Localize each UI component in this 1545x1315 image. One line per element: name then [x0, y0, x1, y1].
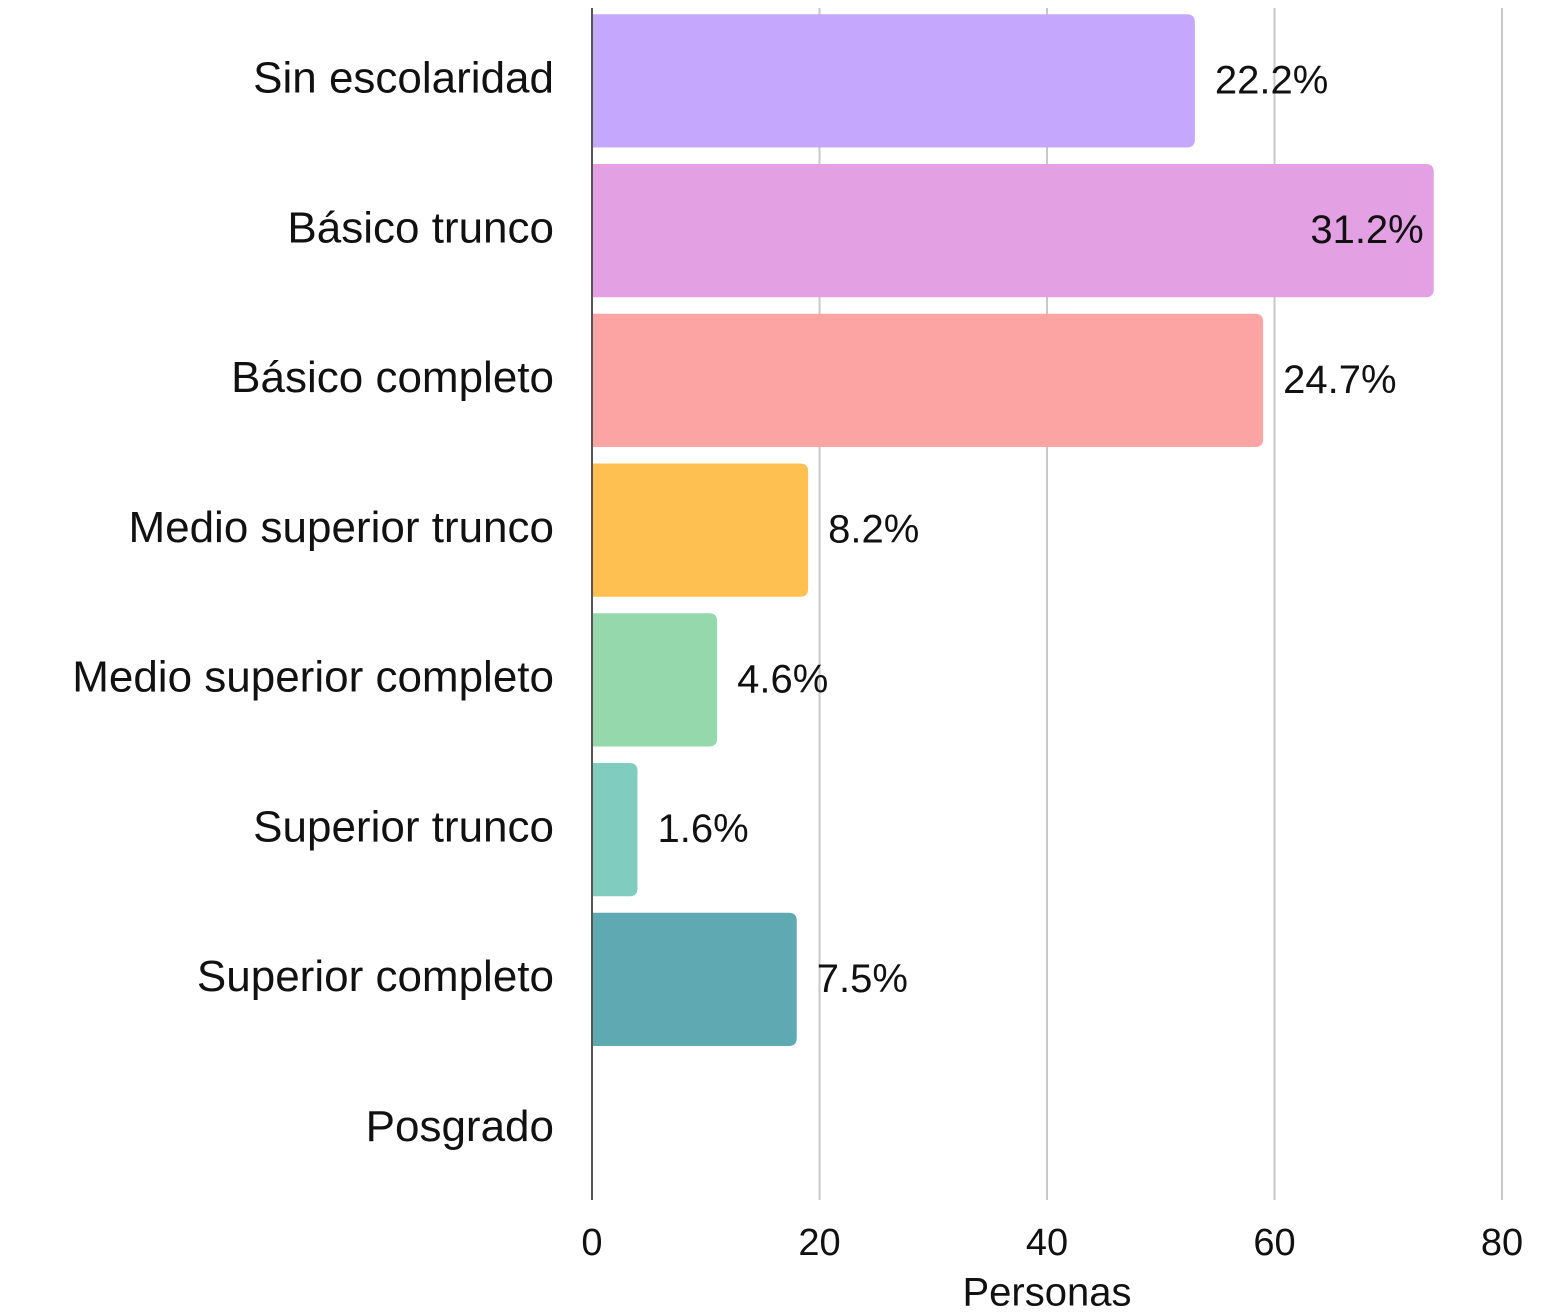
x-tick-label: 20 — [798, 1222, 840, 1264]
y-tick-label: Medio superior completo — [72, 653, 554, 702]
y-tick-label: Posgrado — [366, 1102, 554, 1151]
bar — [592, 313, 1264, 448]
x-tick-label: 80 — [1481, 1222, 1523, 1264]
x-tick-label: 40 — [1026, 1222, 1068, 1264]
bar — [592, 463, 809, 597]
x-tick-label: 60 — [1253, 1222, 1295, 1264]
y-tick-label: Medio superior trunco — [128, 503, 554, 552]
value-label: 22.2% — [1215, 58, 1328, 102]
y-tick-label: Básico trunco — [287, 203, 554, 252]
value-label: 8.2% — [828, 508, 919, 552]
bar — [592, 762, 638, 897]
y-tick-label: Sin escolaridad — [253, 54, 554, 103]
bar — [592, 14, 1195, 148]
value-label: 7.5% — [817, 957, 908, 1001]
x-tick-label: 0 — [581, 1222, 602, 1264]
value-label: 4.6% — [737, 657, 828, 701]
y-tick-label: Superior trunco — [253, 802, 554, 851]
y-tick-label: Básico completo — [231, 353, 554, 402]
value-label: 24.7% — [1283, 358, 1396, 402]
x-axis-title: Personas — [963, 1271, 1132, 1315]
value-label: 1.6% — [658, 807, 749, 851]
bar — [592, 163, 1434, 298]
y-tick-label: Superior completo — [197, 952, 554, 1001]
value-label: 31.2% — [1310, 208, 1423, 252]
bar — [592, 613, 718, 747]
bar — [592, 912, 797, 1047]
